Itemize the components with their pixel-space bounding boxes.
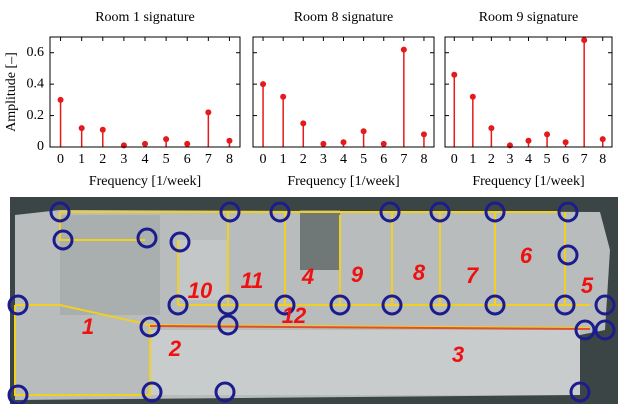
stem-marker	[99, 126, 106, 133]
x-tick-label: 1	[280, 152, 287, 167]
x-tick-label: 4	[340, 152, 347, 167]
chart-title: Room 9 signature	[479, 10, 579, 25]
stem-marker	[599, 136, 606, 143]
x-tick-label: 7	[581, 152, 588, 167]
y-tick-label: 0.2	[27, 108, 45, 123]
x-tick-label: 3	[320, 152, 327, 167]
stem-marker	[506, 142, 513, 149]
corridor-edge	[149, 325, 591, 330]
y-tick-label: 0.4	[27, 76, 45, 91]
room-label: 5	[581, 273, 594, 298]
x-tick-label: 3	[120, 152, 127, 167]
x-axis-label: Frequency [1/week]	[472, 174, 584, 189]
x-tick-label: 8	[599, 152, 606, 167]
stem-marker	[120, 142, 127, 149]
x-tick-label: 6	[380, 152, 387, 167]
stem-marker	[57, 96, 64, 103]
x-tick-label: 8	[226, 152, 233, 167]
room-label: 11	[241, 268, 264, 293]
x-tick-label: 0	[451, 152, 458, 167]
x-tick-label: 7	[205, 152, 212, 167]
room-area	[300, 210, 340, 270]
room-area	[60, 215, 160, 315]
stem-marker	[280, 93, 287, 100]
stem-marker	[400, 46, 407, 53]
x-tick-label: 2	[300, 152, 307, 167]
stem-marker	[300, 120, 307, 127]
x-tick-label: 1	[78, 152, 85, 167]
chart-title: Room 1 signature	[95, 10, 195, 25]
stem-marker	[562, 139, 569, 146]
room-label: 2	[168, 336, 182, 361]
x-tick-label: 6	[184, 152, 191, 167]
stem-marker	[184, 140, 191, 147]
stem-marker	[340, 139, 347, 146]
stem-marker	[488, 125, 495, 132]
x-tick-label: 8	[420, 152, 427, 167]
stem-marker	[581, 37, 588, 44]
x-tick-label: 5	[360, 152, 367, 167]
stem-marker	[469, 93, 476, 100]
stem-marker	[163, 136, 170, 143]
x-tick-label: 7	[400, 152, 407, 167]
stem-marker	[78, 125, 85, 132]
room-label: 8	[413, 260, 426, 285]
plot-frame	[444, 36, 613, 148]
corridor	[150, 330, 580, 395]
plot-frame	[252, 36, 435, 148]
door-markers	[7, 201, 616, 404]
room-label: 1	[82, 314, 94, 339]
room-label: 3	[452, 342, 464, 367]
stem-marker	[380, 140, 387, 147]
stem-marker	[260, 81, 267, 88]
x-axis-label: Frequency [1/week]	[287, 174, 399, 189]
y-tick-label: 0.6	[27, 45, 45, 60]
x-tick-label: 0	[57, 152, 64, 167]
x-tick-label: 1	[469, 152, 476, 167]
stem-marker	[525, 137, 532, 144]
plot-frame	[49, 36, 241, 148]
stem-marker	[205, 109, 212, 116]
room-label: 9	[351, 262, 364, 287]
stem-marker	[544, 131, 551, 138]
stem-marker	[226, 137, 233, 144]
stem-marker	[420, 131, 427, 138]
stem-marker	[451, 71, 458, 78]
chart-title: Room 8 signature	[294, 10, 394, 25]
x-tick-label: 2	[488, 152, 495, 167]
x-tick-label: 2	[99, 152, 106, 167]
y-axis-label: Amplitude [–]	[4, 52, 19, 132]
x-tick-label: 3	[506, 152, 513, 167]
stem-marker	[142, 140, 148, 147]
x-tick-label: 4	[142, 152, 149, 167]
room-label: 6	[520, 243, 533, 268]
room-label: 12	[282, 303, 307, 328]
x-tick-label: 4	[525, 152, 532, 167]
stem-marker	[320, 140, 327, 147]
room-label: 10	[188, 278, 213, 303]
x-tick-label: 5	[163, 152, 170, 167]
y-tick-label: 0	[37, 139, 44, 154]
x-tick-label: 0	[260, 152, 267, 167]
x-axis-label: Frequency [1/week]	[89, 174, 201, 189]
x-tick-label: 6	[562, 152, 569, 167]
room-label: 4	[301, 264, 314, 289]
room-label: 7	[466, 263, 480, 288]
x-tick-label: 5	[544, 152, 551, 167]
stem-marker	[360, 128, 367, 135]
